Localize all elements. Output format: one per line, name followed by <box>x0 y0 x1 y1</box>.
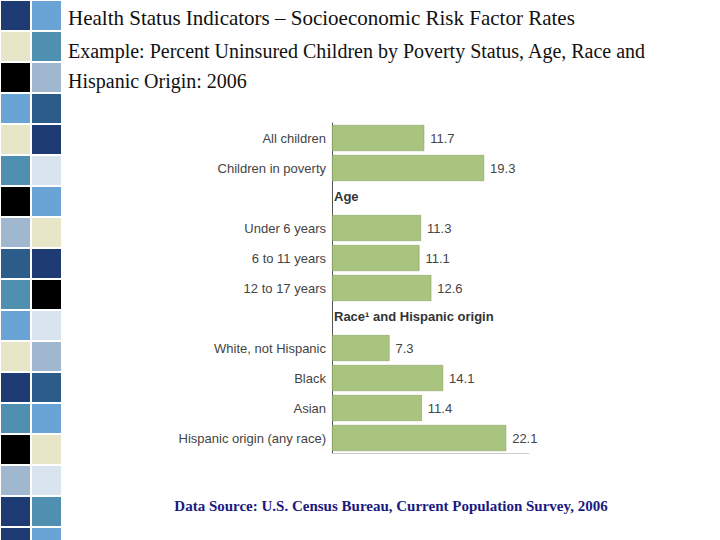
svg-text:11.1: 11.1 <box>425 251 449 266</box>
svg-text:All children: All children <box>262 131 326 146</box>
svg-text:Black: Black <box>294 371 326 386</box>
svg-text:6 to 11 years: 6 to 11 years <box>252 251 327 266</box>
svg-text:12.6: 12.6 <box>437 281 462 296</box>
svg-text:White, not Hispanic: White, not Hispanic <box>214 341 326 356</box>
svg-text:Asian: Asian <box>293 401 326 416</box>
svg-text:19.3: 19.3 <box>490 161 515 176</box>
html-text:Health Status Indicators – Soc: Health Status Indicators – Socioeconomic… <box>68 6 575 30</box>
svg-text:14.1: 14.1 <box>449 371 474 386</box>
html-text:Data Source: U.S. Census Burea: Data Source: U.S. Census Bureau, Current… <box>174 498 608 514</box>
svg-text:7.3: 7.3 <box>396 341 414 356</box>
svg-text:11.3: 11.3 <box>427 221 451 236</box>
svg-text:11.4: 11.4 <box>428 401 452 416</box>
html-text:Example: Percent Uninsured Chi: Example: Percent Uninsured Children by P… <box>68 40 646 92</box>
svg-text:11.7: 11.7 <box>430 131 454 146</box>
svg-text:Under 6 years: Under 6 years <box>244 221 326 236</box>
svg-text:12 to 17 years: 12 to 17 years <box>244 281 327 296</box>
svg-text:Age: Age <box>334 189 359 204</box>
svg-text:22.1: 22.1 <box>512 431 537 446</box>
svg-text:Race¹ and Hispanic origin: Race¹ and Hispanic origin <box>334 309 494 324</box>
svg-text:Children in poverty: Children in poverty <box>218 161 327 176</box>
svg-text:Hispanic origin (any race): Hispanic origin (any race) <box>179 431 326 446</box>
